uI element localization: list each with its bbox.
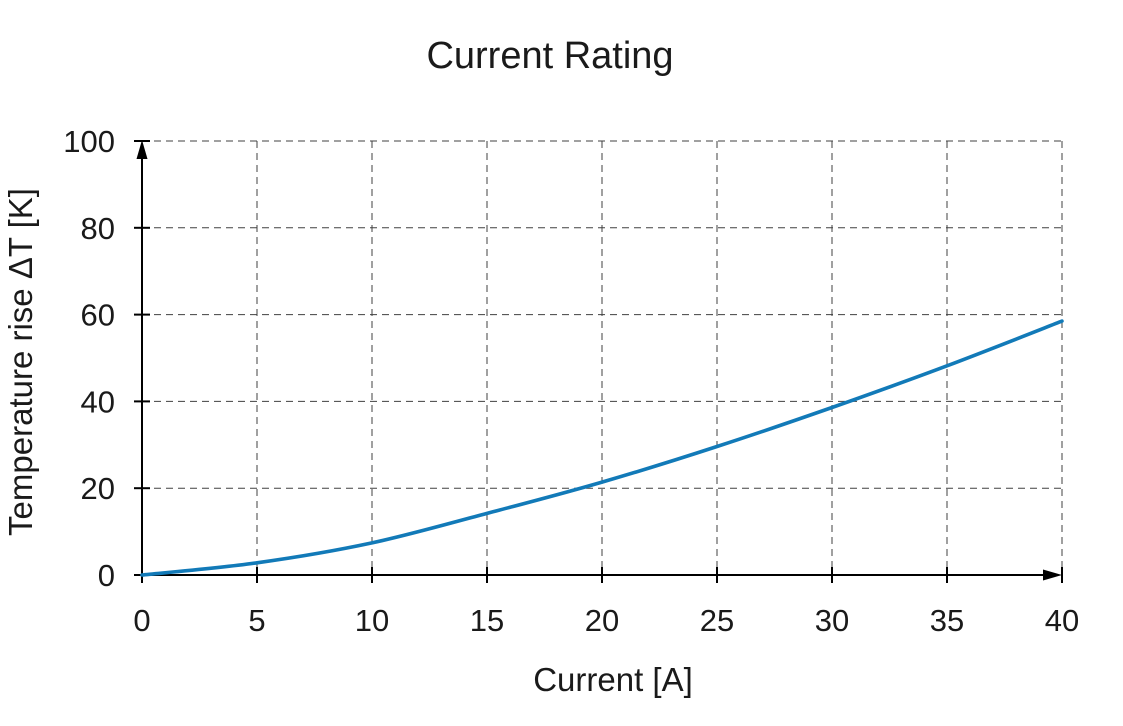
x-tick-label: 25 — [700, 603, 734, 638]
y-tick-label: 100 — [63, 124, 115, 159]
y-tick-label: 80 — [81, 211, 115, 246]
y-tick-label: 40 — [81, 384, 115, 419]
y-axis-arrow-icon — [136, 140, 148, 159]
chart-title: Current Rating — [426, 35, 673, 77]
x-axis-label: Current [A] — [533, 661, 693, 698]
x-tick-label: 5 — [248, 603, 265, 638]
x-axis-arrow-icon — [1043, 569, 1062, 581]
y-axis-label: Temperature rise ΔT [K] — [2, 188, 39, 536]
tick-layer — [134, 140, 1063, 583]
y-tick-label: 20 — [81, 471, 115, 506]
x-tick-label: 35 — [930, 603, 964, 638]
x-tick-label: 30 — [815, 603, 849, 638]
grid-layer — [142, 140, 1063, 575]
y-tick-labels: 0 20 40 60 80 100 — [63, 124, 115, 593]
temperature-rise-curve — [140, 319, 1064, 577]
x-tick-label: 15 — [470, 603, 504, 638]
x-tick-label: 0 — [133, 603, 150, 638]
axes — [136, 140, 1062, 581]
y-tick-label: 0 — [98, 558, 115, 593]
x-tick-label: 10 — [355, 603, 389, 638]
x-tick-label: 20 — [585, 603, 619, 638]
x-tick-label: 40 — [1045, 603, 1079, 638]
y-tick-label: 60 — [81, 298, 115, 333]
x-tick-labels: 0 5 10 15 20 25 30 35 40 — [133, 603, 1079, 638]
